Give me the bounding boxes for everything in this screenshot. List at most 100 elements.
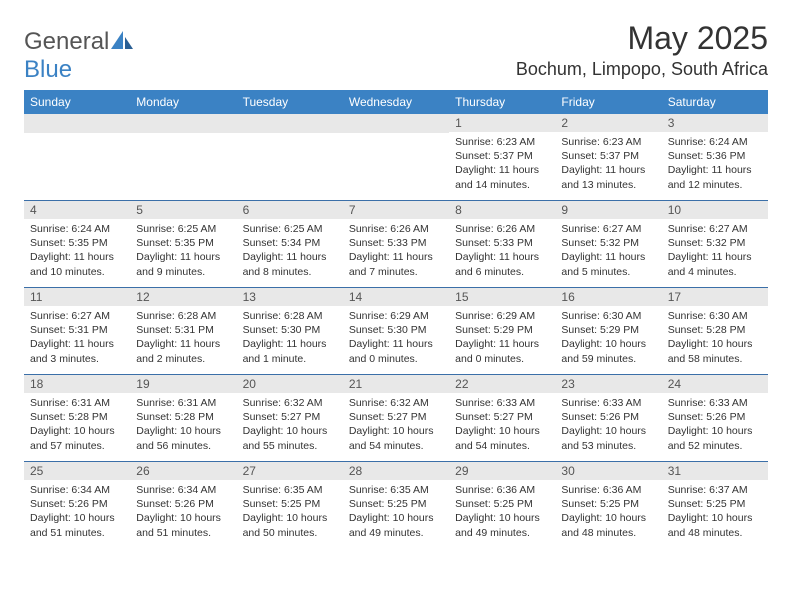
sunset-line: Sunset: 5:25 PM	[349, 497, 443, 511]
sunset-line: Sunset: 5:35 PM	[30, 236, 124, 250]
daylight-line: Daylight: 11 hours and 0 minutes.	[455, 337, 549, 365]
daylight-line: Daylight: 10 hours and 48 minutes.	[561, 511, 655, 539]
day-number: 5	[130, 201, 236, 219]
sunset-line: Sunset: 5:28 PM	[668, 323, 762, 337]
empty-day-header	[237, 114, 343, 133]
sunrise-line: Sunrise: 6:36 AM	[455, 483, 549, 497]
day-number: 27	[237, 462, 343, 480]
day-number: 21	[343, 375, 449, 393]
day-details: Sunrise: 6:24 AMSunset: 5:35 PMDaylight:…	[24, 219, 130, 283]
calendar-grid: SundayMondayTuesdayWednesdayThursdayFrid…	[24, 90, 768, 548]
sunrise-line: Sunrise: 6:32 AM	[243, 396, 337, 410]
day-cell: 4Sunrise: 6:24 AMSunset: 5:35 PMDaylight…	[24, 201, 130, 287]
day-number: 3	[662, 114, 768, 132]
day-details: Sunrise: 6:35 AMSunset: 5:25 PMDaylight:…	[237, 480, 343, 544]
day-details: Sunrise: 6:36 AMSunset: 5:25 PMDaylight:…	[449, 480, 555, 544]
day-cell: 23Sunrise: 6:33 AMSunset: 5:26 PMDayligh…	[555, 375, 661, 461]
sunrise-line: Sunrise: 6:26 AM	[455, 222, 549, 236]
daylight-line: Daylight: 10 hours and 54 minutes.	[349, 424, 443, 452]
daylight-line: Daylight: 10 hours and 49 minutes.	[349, 511, 443, 539]
day-number: 7	[343, 201, 449, 219]
day-details: Sunrise: 6:34 AMSunset: 5:26 PMDaylight:…	[24, 480, 130, 544]
day-number: 22	[449, 375, 555, 393]
day-cell: 8Sunrise: 6:26 AMSunset: 5:33 PMDaylight…	[449, 201, 555, 287]
daylight-line: Daylight: 11 hours and 10 minutes.	[30, 250, 124, 278]
day-cell: 27Sunrise: 6:35 AMSunset: 5:25 PMDayligh…	[237, 462, 343, 548]
day-details: Sunrise: 6:34 AMSunset: 5:26 PMDaylight:…	[130, 480, 236, 544]
day-details: Sunrise: 6:30 AMSunset: 5:28 PMDaylight:…	[662, 306, 768, 370]
daylight-line: Daylight: 10 hours and 51 minutes.	[30, 511, 124, 539]
logo-sail-icon	[111, 28, 133, 56]
week-row: 25Sunrise: 6:34 AMSunset: 5:26 PMDayligh…	[24, 461, 768, 548]
day-number: 1	[449, 114, 555, 132]
day-number: 30	[555, 462, 661, 480]
sunset-line: Sunset: 5:32 PM	[668, 236, 762, 250]
day-cell: 22Sunrise: 6:33 AMSunset: 5:27 PMDayligh…	[449, 375, 555, 461]
empty-day-header	[130, 114, 236, 133]
sunset-line: Sunset: 5:27 PM	[243, 410, 337, 424]
logo-word-2: Blue	[24, 56, 72, 83]
day-number: 8	[449, 201, 555, 219]
day-details: Sunrise: 6:27 AMSunset: 5:31 PMDaylight:…	[24, 306, 130, 370]
sunrise-line: Sunrise: 6:25 AM	[136, 222, 230, 236]
day-number: 24	[662, 375, 768, 393]
day-number: 18	[24, 375, 130, 393]
daylight-line: Daylight: 11 hours and 8 minutes.	[243, 250, 337, 278]
day-details: Sunrise: 6:27 AMSunset: 5:32 PMDaylight:…	[555, 219, 661, 283]
sunset-line: Sunset: 5:33 PM	[349, 236, 443, 250]
sunrise-line: Sunrise: 6:33 AM	[668, 396, 762, 410]
sunset-line: Sunset: 5:28 PM	[30, 410, 124, 424]
sunrise-line: Sunrise: 6:31 AM	[30, 396, 124, 410]
day-cell: 1Sunrise: 6:23 AMSunset: 5:37 PMDaylight…	[449, 114, 555, 200]
day-cell	[130, 114, 236, 200]
day-cell: 18Sunrise: 6:31 AMSunset: 5:28 PMDayligh…	[24, 375, 130, 461]
day-number: 13	[237, 288, 343, 306]
day-details: Sunrise: 6:31 AMSunset: 5:28 PMDaylight:…	[24, 393, 130, 457]
day-details: Sunrise: 6:23 AMSunset: 5:37 PMDaylight:…	[449, 132, 555, 196]
day-details: Sunrise: 6:32 AMSunset: 5:27 PMDaylight:…	[237, 393, 343, 457]
day-cell: 29Sunrise: 6:36 AMSunset: 5:25 PMDayligh…	[449, 462, 555, 548]
daylight-line: Daylight: 10 hours and 48 minutes.	[668, 511, 762, 539]
sunrise-line: Sunrise: 6:34 AM	[30, 483, 124, 497]
day-number: 9	[555, 201, 661, 219]
sunset-line: Sunset: 5:27 PM	[455, 410, 549, 424]
sunset-line: Sunset: 5:25 PM	[668, 497, 762, 511]
day-number: 16	[555, 288, 661, 306]
day-details: Sunrise: 6:31 AMSunset: 5:28 PMDaylight:…	[130, 393, 236, 457]
day-cell: 15Sunrise: 6:29 AMSunset: 5:29 PMDayligh…	[449, 288, 555, 374]
day-cell: 13Sunrise: 6:28 AMSunset: 5:30 PMDayligh…	[237, 288, 343, 374]
sunset-line: Sunset: 5:26 PM	[668, 410, 762, 424]
sunset-line: Sunset: 5:27 PM	[349, 410, 443, 424]
day-cell: 16Sunrise: 6:30 AMSunset: 5:29 PMDayligh…	[555, 288, 661, 374]
day-cell: 31Sunrise: 6:37 AMSunset: 5:25 PMDayligh…	[662, 462, 768, 548]
day-number: 14	[343, 288, 449, 306]
title-block: May 2025 Bochum, Limpopo, South Africa	[516, 20, 768, 80]
daylight-line: Daylight: 10 hours and 50 minutes.	[243, 511, 337, 539]
sunrise-line: Sunrise: 6:23 AM	[561, 135, 655, 149]
daylight-line: Daylight: 10 hours and 51 minutes.	[136, 511, 230, 539]
day-cell: 28Sunrise: 6:35 AMSunset: 5:25 PMDayligh…	[343, 462, 449, 548]
day-details: Sunrise: 6:25 AMSunset: 5:35 PMDaylight:…	[130, 219, 236, 283]
daylight-line: Daylight: 11 hours and 4 minutes.	[668, 250, 762, 278]
daylight-line: Daylight: 10 hours and 57 minutes.	[30, 424, 124, 452]
day-cell: 24Sunrise: 6:33 AMSunset: 5:26 PMDayligh…	[662, 375, 768, 461]
day-cell: 2Sunrise: 6:23 AMSunset: 5:37 PMDaylight…	[555, 114, 661, 200]
day-details: Sunrise: 6:33 AMSunset: 5:27 PMDaylight:…	[449, 393, 555, 457]
day-cell: 5Sunrise: 6:25 AMSunset: 5:35 PMDaylight…	[130, 201, 236, 287]
week-row: 4Sunrise: 6:24 AMSunset: 5:35 PMDaylight…	[24, 200, 768, 287]
daylight-line: Daylight: 11 hours and 6 minutes.	[455, 250, 549, 278]
day-cell: 14Sunrise: 6:29 AMSunset: 5:30 PMDayligh…	[343, 288, 449, 374]
sunset-line: Sunset: 5:31 PM	[30, 323, 124, 337]
day-cell	[343, 114, 449, 200]
day-cell: 9Sunrise: 6:27 AMSunset: 5:32 PMDaylight…	[555, 201, 661, 287]
day-details: Sunrise: 6:32 AMSunset: 5:27 PMDaylight:…	[343, 393, 449, 457]
day-number: 6	[237, 201, 343, 219]
sunset-line: Sunset: 5:28 PM	[136, 410, 230, 424]
day-details: Sunrise: 6:29 AMSunset: 5:29 PMDaylight:…	[449, 306, 555, 370]
day-details: Sunrise: 6:28 AMSunset: 5:31 PMDaylight:…	[130, 306, 236, 370]
day-details: Sunrise: 6:26 AMSunset: 5:33 PMDaylight:…	[343, 219, 449, 283]
weekday-header: Tuesday	[237, 90, 343, 114]
daylight-line: Daylight: 11 hours and 5 minutes.	[561, 250, 655, 278]
day-details: Sunrise: 6:33 AMSunset: 5:26 PMDaylight:…	[662, 393, 768, 457]
day-details: Sunrise: 6:24 AMSunset: 5:36 PMDaylight:…	[662, 132, 768, 196]
